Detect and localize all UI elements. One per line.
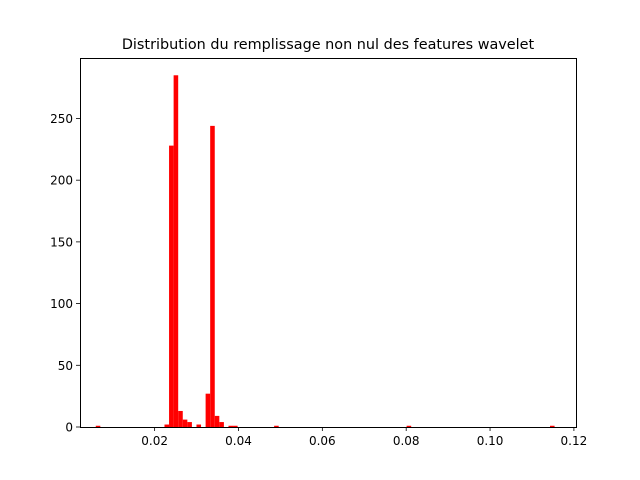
histogram-bar [210,125,215,427]
x-tick-label: 0.04 [225,434,252,448]
histogram-bar [178,410,183,427]
histogram-bar [182,419,188,427]
histogram-bar [219,422,224,427]
x-tick-label: 0.12 [561,434,588,448]
y-axis-ticks: 0 50 100 150 200 250 [50,112,80,435]
x-tick-label: 0.10 [477,434,504,448]
plot-frame [80,58,577,428]
y-tick-label: 0 [65,421,73,435]
histogram-bar [214,415,220,427]
y-tick-label: 100 [50,297,73,311]
histogram-bar [205,393,211,427]
y-tick-label: 50 [58,359,73,373]
y-tick-label: 250 [50,112,73,126]
x-tick-label: 0.06 [309,434,336,448]
chart-title: Distribution du remplissage non nul des … [122,37,535,53]
x-axis-ticks: 0.02 0.04 0.06 0.08 0.10 0.12 [141,427,587,448]
histogram-bar [228,425,234,427]
histogram-bar [164,424,170,427]
histogram-bar [550,425,555,427]
histogram-bar [196,424,202,427]
histogram-bar [187,422,192,427]
x-tick-label: 0.02 [141,434,168,448]
histogram-bar [169,145,174,427]
histogram-bar [173,75,179,428]
y-tick-label: 150 [50,235,73,249]
y-tick-label: 200 [50,174,73,188]
histogram-bar [274,425,279,427]
x-tick-label: 0.08 [393,434,420,448]
bars-group [95,75,555,428]
histogram-bar [95,425,101,427]
histogram-bar [406,425,412,427]
histogram-bar [233,425,238,427]
